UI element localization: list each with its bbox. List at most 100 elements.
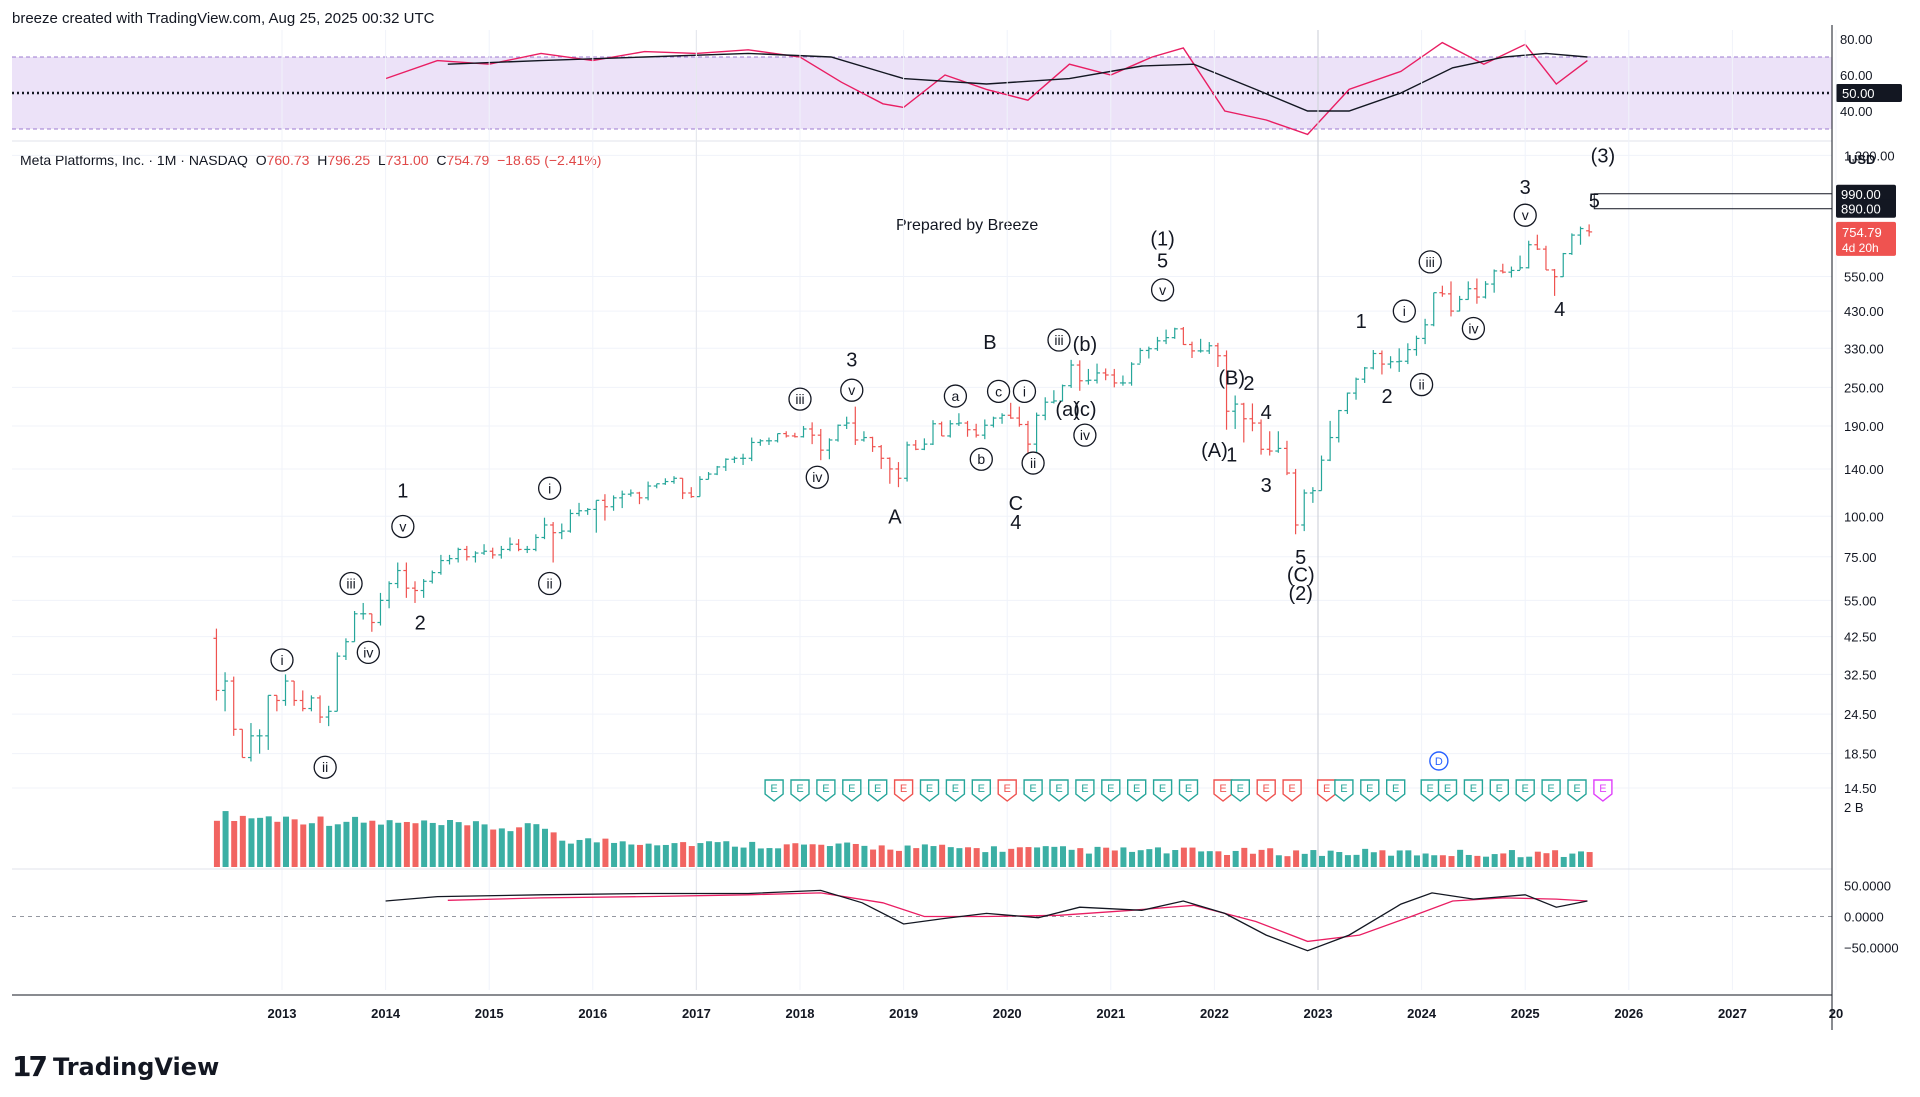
earnings-marker [1386,779,1406,802]
volume-bar [947,847,954,867]
earnings-marker [1316,779,1337,802]
wave-label: 4 [1554,299,1565,321]
volume-bar [1586,852,1593,867]
volume-bar [274,821,281,867]
volume-bar [792,843,799,867]
volume-bar [1094,846,1101,867]
time-tick-label: 2017 [682,1006,711,1021]
price-tick-label: 190.00 [1844,419,1884,434]
volume-bar [222,811,229,867]
volume-bar [1569,853,1576,867]
earnings-marker-label: E [978,783,985,795]
volume-bar [835,843,842,867]
earnings-marker [790,779,810,802]
target-box [1593,193,1833,210]
wave-label: 1 [1226,445,1237,467]
earnings-marker [1489,779,1509,802]
earnings-marker [842,779,862,802]
volume-bar [895,850,902,867]
volume-bar [818,844,825,867]
volume-bar [1474,855,1481,867]
earnings-marker [816,779,836,802]
volume-bar [956,848,963,867]
earnings-marker [1023,779,1043,802]
price-tick-label: 140.00 [1844,462,1884,477]
wave-label-circle [1513,203,1537,227]
wave-label: v [399,518,406,534]
wave-label: (2) [1289,583,1313,605]
earnings-marker [1178,779,1199,802]
volume-bar [593,842,600,867]
volume-bar [1560,856,1567,867]
earnings-marker-label: E [926,783,933,795]
rsi-pane: 80.00 60.00 40.00 50.00 [12,32,1902,142]
rsi-tick-label: 80.00 [1840,32,1873,47]
volume-bar [421,820,428,867]
earnings-marker [1230,779,1250,802]
wave-label: i [1023,383,1026,399]
rsi-ma-line [447,52,1588,112]
wave-label: c [995,383,1002,399]
earnings-marker-label: E [900,783,907,795]
earnings-marker [1541,779,1561,802]
time-tick-label: 2026 [1614,1006,1643,1021]
volume-bar [801,844,807,867]
time-tick-label: 2014 [371,1006,401,1021]
currency-label[interactable]: USD [1848,152,1876,167]
earnings-marker-label: E [822,783,829,795]
volume-bar [498,828,505,867]
wave-label: 1 [397,481,408,503]
time-tick-label: 20 [1829,1006,1843,1021]
tradingview-logo-text: TradingView [52,1052,220,1081]
wave-label-circle [1021,451,1045,475]
volume-bar [1388,855,1395,867]
volume-bar [990,846,997,867]
volume-bar [1483,856,1490,867]
tradingview-logo[interactable]: 17 TradingView [12,1050,219,1083]
wave-label: 5 [1589,190,1600,212]
wave-label-circle [1392,299,1416,323]
volume-bar [1508,850,1515,867]
earnings-marker-label: E [1219,783,1226,795]
volume-bar [1465,854,1472,867]
close-value: 754.79 [446,152,490,168]
wave-label: iv [1080,427,1090,443]
price-label-text: 990.00 [1841,187,1881,202]
volume-bar [1379,850,1386,867]
price-tick-label: 100.00 [1844,509,1884,524]
wave-label-circle [840,378,864,402]
symbol-legend: Meta Platforms, Inc. · 1M · NASDAQ O760.… [20,152,601,168]
wave-label: ii [547,576,553,592]
wave-label: b [977,451,985,467]
earnings-marker-label: E [1392,783,1399,795]
high-value: 796.25 [327,152,371,168]
wave-label-circle [537,476,562,500]
volume-bar [887,849,894,867]
wave-label-circle [1150,278,1175,302]
wave-label: 4 [1261,402,1272,424]
wave-label-circle [270,648,294,672]
volume-bar [1198,851,1205,867]
wave-label: i [280,652,283,668]
earnings-marker-label: E [848,783,855,795]
earnings-marker [1282,779,1302,802]
volume-bar [559,840,566,867]
rsi-tick-label: 40.00 [1840,104,1873,119]
price-tick-label: 55.00 [1844,593,1877,608]
volume-bar [585,838,592,867]
wave-label-circle [1012,379,1037,404]
attribution-text: breeze created with TradingView.com, Aug… [12,10,435,27]
earnings-marker [1101,779,1121,802]
volume-bar [343,821,350,867]
wave-label: ii [322,759,328,775]
time-tick-label: 2016 [578,1006,607,1021]
wave-label: 5 [1295,547,1306,569]
wave-label: B [983,332,996,354]
price-tick-label: 75.00 [1844,550,1877,565]
time-tick-label: 2025 [1511,1006,1540,1021]
wave-label-circle [537,571,562,596]
volume-bar [783,844,790,867]
volume-bar [749,841,756,867]
volume-bar [688,846,695,867]
